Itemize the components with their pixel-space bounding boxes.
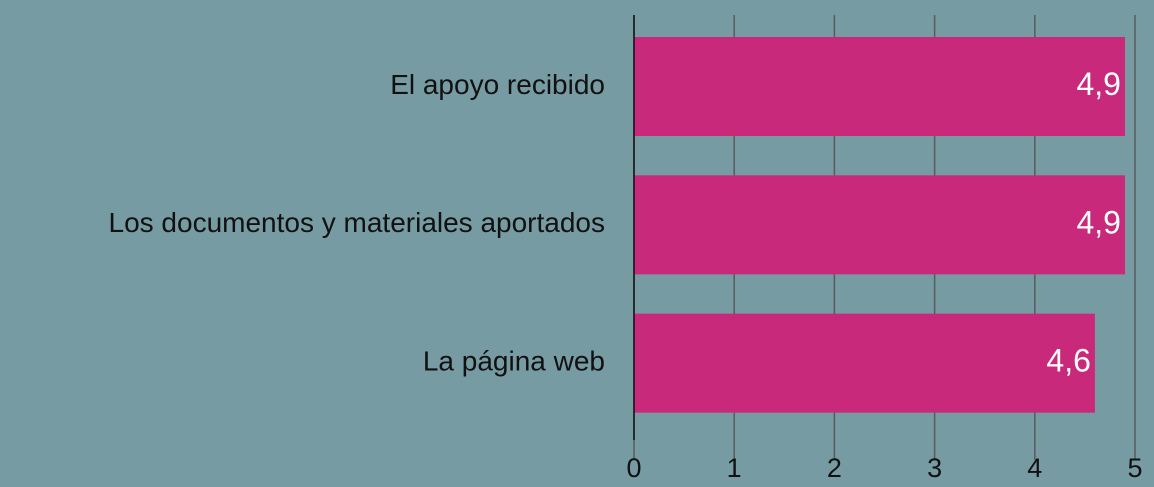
y-tick-label: Los documentos y materiales aportados <box>109 207 606 238</box>
x-tick-label: 1 <box>727 453 742 483</box>
value-label: 4,9 <box>1076 66 1120 102</box>
x-tick-label: 0 <box>626 453 641 483</box>
x-tick-label: 5 <box>1127 453 1142 483</box>
bar <box>634 37 1125 136</box>
value-label: 4,6 <box>1046 343 1090 379</box>
y-tick-label: La página web <box>423 346 605 377</box>
bar <box>634 313 1095 413</box>
x-tick-label: 4 <box>1027 453 1042 483</box>
x-tick-label: 2 <box>827 453 842 483</box>
x-tick-label: 3 <box>927 453 942 483</box>
value-label: 4,9 <box>1076 204 1120 240</box>
y-tick-label: El apoyo recibido <box>390 69 605 100</box>
bar <box>634 175 1125 275</box>
